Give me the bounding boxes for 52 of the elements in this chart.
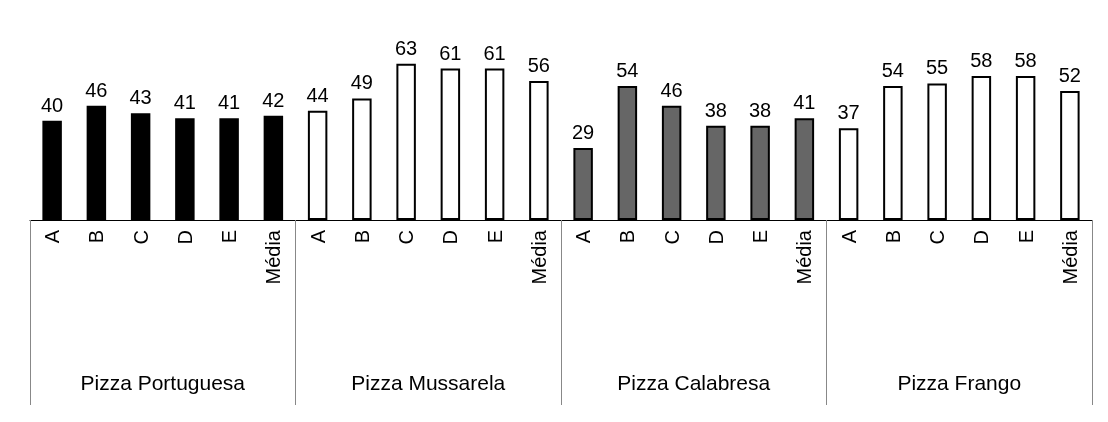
- x-tick-label: E: [749, 230, 772, 244]
- x-tick-label: A: [306, 229, 329, 244]
- data-label: 46: [660, 78, 683, 101]
- data-label: 46: [85, 78, 108, 101]
- x-tick-label: D: [704, 230, 727, 245]
- text: Pizza Frango: [897, 371, 1022, 394]
- data-label: 61: [439, 41, 462, 64]
- x-tick-label: C: [395, 230, 418, 245]
- data-label: 29: [572, 121, 595, 144]
- x-tick-label: E: [218, 230, 241, 244]
- data-label: 55: [926, 56, 949, 79]
- x-tick-label: C: [660, 230, 683, 245]
- data-label: 54: [881, 58, 904, 81]
- x-tick-label: B: [350, 230, 373, 244]
- data-label: 37: [837, 101, 860, 124]
- data-label: 63: [395, 36, 418, 59]
- text: Pizza Calabresa: [617, 371, 771, 394]
- text: Pizza Portuguesa: [80, 371, 246, 394]
- x-tick-label: B: [616, 230, 639, 244]
- data-label: 49: [350, 71, 373, 94]
- x-tick-label: D: [173, 230, 196, 245]
- x-tick-label: B: [85, 230, 108, 244]
- x-tick-label: D: [439, 230, 462, 245]
- data-label: 58: [1014, 49, 1037, 72]
- data-label: 58: [970, 49, 993, 72]
- data-label: 41: [793, 91, 816, 114]
- x-tick-label: C: [926, 230, 949, 245]
- data-label: 43: [129, 86, 152, 109]
- x-tick-label: Média: [527, 229, 550, 285]
- x-tick-label: E: [483, 230, 506, 244]
- x-tick-label: A: [572, 229, 595, 244]
- data-label: 38: [704, 98, 727, 121]
- data-label: 42: [262, 88, 285, 111]
- data-label: 44: [306, 83, 329, 106]
- data-label: 56: [527, 54, 550, 77]
- data-label: 41: [218, 91, 241, 114]
- x-tick-label: C: [129, 230, 152, 245]
- data-label: 54: [616, 58, 639, 81]
- x-tick-label: B: [881, 230, 904, 244]
- data-label: 52: [1058, 63, 1081, 86]
- x-tick-label: Média: [1058, 229, 1081, 285]
- data-label: 40: [41, 93, 64, 116]
- x-tick-label: A: [837, 229, 860, 244]
- x-tick-label: Média: [793, 229, 816, 285]
- x-tick-label: A: [41, 229, 64, 244]
- data-label: 41: [173, 91, 196, 114]
- x-tick-label: E: [1014, 230, 1037, 244]
- data-label: 38: [749, 98, 772, 121]
- x-tick-label: Média: [262, 229, 285, 285]
- data-label: 61: [483, 41, 506, 64]
- x-tick-label: D: [970, 230, 993, 245]
- text: Pizza Mussarela: [351, 371, 506, 394]
